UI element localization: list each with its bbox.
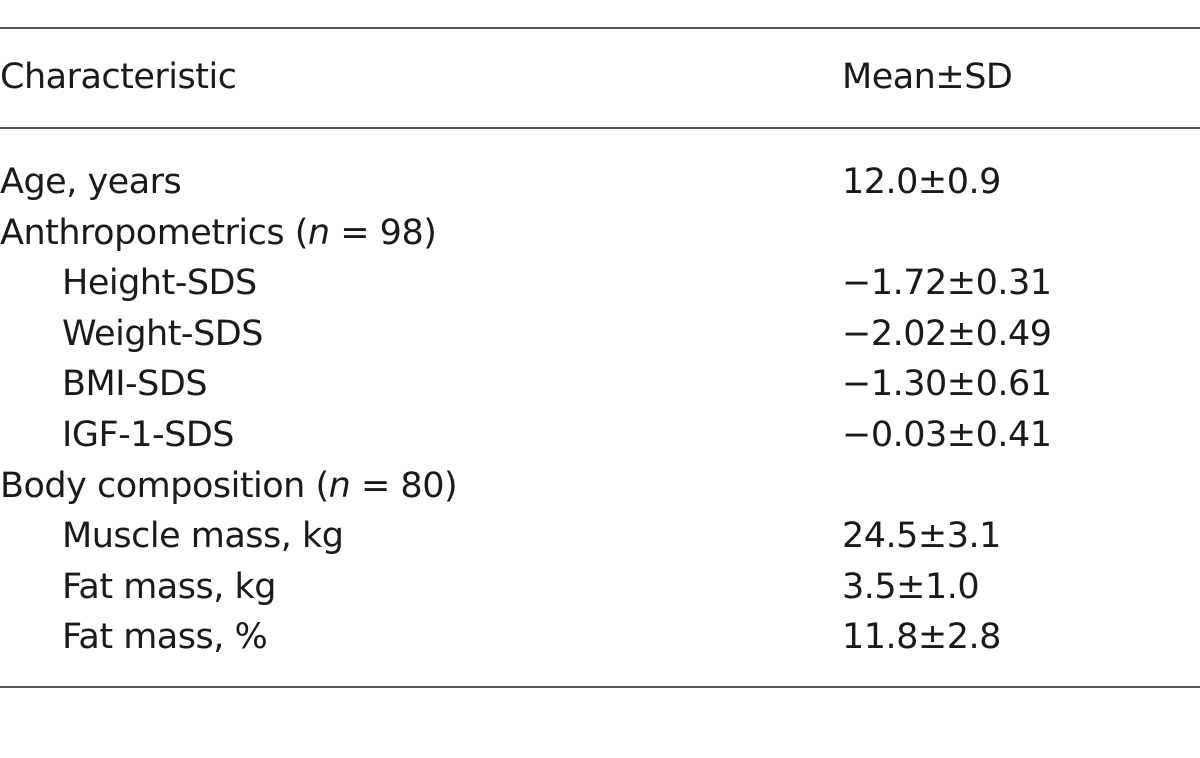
row-label: Muscle mass, kg xyxy=(62,516,344,557)
table-header-rule xyxy=(0,127,1200,129)
row-value: 12.0±0.9 xyxy=(842,162,1001,202)
table-body: Age, years 12.0±0.9 Anthropometrics (n =… xyxy=(0,157,1200,663)
table-row: Fat mass, kg 3.5±1.0 xyxy=(0,562,1200,613)
table-header-row: Characteristic Mean±SD xyxy=(0,28,1200,127)
row-label-n: n xyxy=(328,465,351,506)
row-value: 3.5±1.0 xyxy=(842,566,980,607)
table-row: Anthropometrics (n = 98) xyxy=(0,208,1200,259)
header-mean-sd: Mean±SD xyxy=(842,57,1013,97)
row-value: −1.30±0.61 xyxy=(842,364,1052,405)
table-row: Height-SDS −1.72±0.31 xyxy=(0,258,1200,309)
table-row: Fat mass, % 11.8±2.8 xyxy=(0,612,1200,663)
row-label: Body composition (n = 80) xyxy=(0,461,458,512)
table-row: BMI-SDS −1.30±0.61 xyxy=(0,359,1200,410)
row-label: Weight-SDS xyxy=(62,313,263,354)
row-value: 24.5±3.1 xyxy=(842,516,1001,557)
table-top-rule xyxy=(0,27,1200,29)
row-label: Height-SDS xyxy=(62,263,257,304)
table-bottom-rule xyxy=(0,686,1200,688)
row-label: Fat mass, kg xyxy=(62,566,276,607)
row-value: 11.8±2.8 xyxy=(842,617,1001,658)
row-value: −0.03±0.41 xyxy=(842,414,1052,455)
row-value: −2.02±0.49 xyxy=(842,313,1052,354)
row-label: Fat mass, % xyxy=(62,617,268,658)
row-label-pre: Body composition ( xyxy=(0,465,329,506)
row-label: IGF-1-SDS xyxy=(62,414,235,455)
table-row: IGF-1-SDS −0.03±0.41 xyxy=(0,410,1200,461)
row-label-pre: Anthropometrics ( xyxy=(0,212,308,253)
row-label-post: = 98) xyxy=(329,212,437,253)
row-label-post: = 80) xyxy=(350,465,458,506)
table-row: Weight-SDS −2.02±0.49 xyxy=(0,309,1200,360)
header-characteristic: Characteristic xyxy=(0,57,237,97)
row-value: −1.72±0.31 xyxy=(842,263,1052,304)
row-label: BMI-SDS xyxy=(62,364,208,405)
table-row: Age, years 12.0±0.9 xyxy=(0,157,1200,208)
row-label: Anthropometrics (n = 98) xyxy=(0,208,437,259)
row-label: Age, years xyxy=(0,162,182,202)
table-row: Muscle mass, kg 24.5±3.1 xyxy=(0,511,1200,562)
table-row: Body composition (n = 80) xyxy=(0,461,1200,512)
row-label-n: n xyxy=(307,212,330,253)
